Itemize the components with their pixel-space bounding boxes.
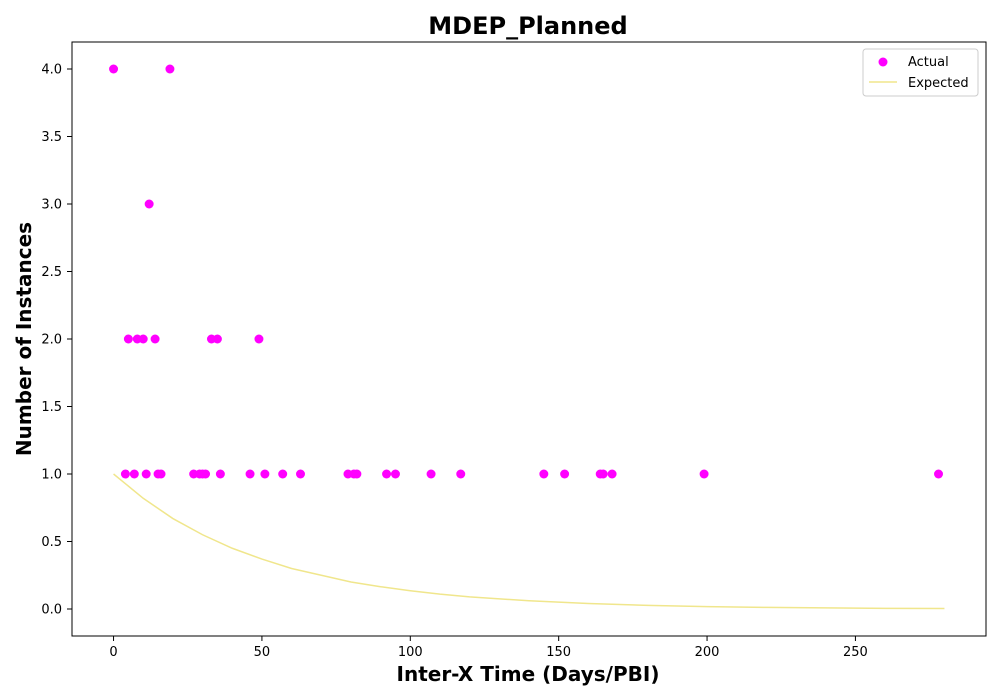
y-axis-title: Number of Instances	[12, 222, 36, 456]
actual-point	[120, 469, 130, 479]
y-tick-label: 2.5	[41, 265, 62, 280]
x-axis: 0 50 100 150 200 250	[109, 636, 868, 660]
actual-point	[390, 469, 400, 479]
actual-point	[278, 469, 288, 479]
actual-point	[539, 469, 549, 479]
actual-point	[150, 334, 160, 344]
actual-point	[254, 334, 264, 344]
expected-series	[113, 473, 945, 610]
x-tick-label: 250	[843, 645, 868, 660]
actual-point	[123, 334, 133, 344]
y-axis: 0.0 0.5 1.0 1.5 2.0 2.5 3.0 3.5 4.0	[41, 63, 72, 618]
x-tick-label: 150	[546, 645, 571, 660]
actual-point	[165, 64, 175, 74]
actual-point	[245, 469, 255, 479]
x-axis-title: Inter-X Time (Days/PBI)	[397, 662, 660, 686]
chart-title: MDEP_Planned	[428, 12, 627, 40]
y-tick-label: 3.5	[41, 130, 62, 145]
y-tick-label: 1.5	[41, 400, 62, 415]
y-tick-label: 2.0	[41, 333, 62, 348]
actual-point	[352, 469, 362, 479]
actual-point	[212, 334, 222, 344]
legend-expected-label: Expected	[908, 76, 969, 91]
actual-point	[138, 334, 148, 344]
actual-point	[934, 469, 944, 479]
plot-area	[71, 41, 987, 637]
actual-point	[296, 469, 305, 479]
actual-point	[144, 199, 154, 209]
y-tick-label: 4.0	[41, 63, 62, 78]
legend: Actual Expected	[862, 48, 979, 97]
legend-actual-label: Actual	[908, 55, 949, 70]
x-tick-label: 50	[254, 645, 271, 660]
actual-point	[598, 469, 608, 479]
y-tick-label: 0.5	[41, 535, 62, 550]
y-tick-label: 3.0	[41, 198, 62, 213]
actual-point	[141, 469, 151, 479]
actual-point	[699, 469, 709, 479]
actual-point	[109, 64, 119, 74]
x-tick-label: 100	[398, 645, 423, 660]
actual-series	[109, 64, 944, 479]
actual-point	[129, 469, 139, 479]
y-tick-label: 1.0	[41, 468, 62, 483]
legend-frame	[862, 48, 979, 97]
actual-point	[456, 469, 466, 479]
y-tick-label: 0.0	[41, 603, 62, 618]
actual-point	[215, 469, 225, 479]
actual-point	[156, 469, 166, 479]
x-tick-label: 0	[109, 645, 117, 660]
expected-line	[113, 473, 945, 610]
actual-point	[260, 469, 270, 479]
actual-point	[560, 469, 570, 479]
actual-point	[426, 469, 436, 479]
legend-actual-marker	[878, 57, 888, 67]
actual-point	[201, 469, 211, 479]
actual-point	[607, 469, 617, 479]
x-tick-label: 200	[695, 645, 720, 660]
actual-point	[382, 469, 392, 479]
